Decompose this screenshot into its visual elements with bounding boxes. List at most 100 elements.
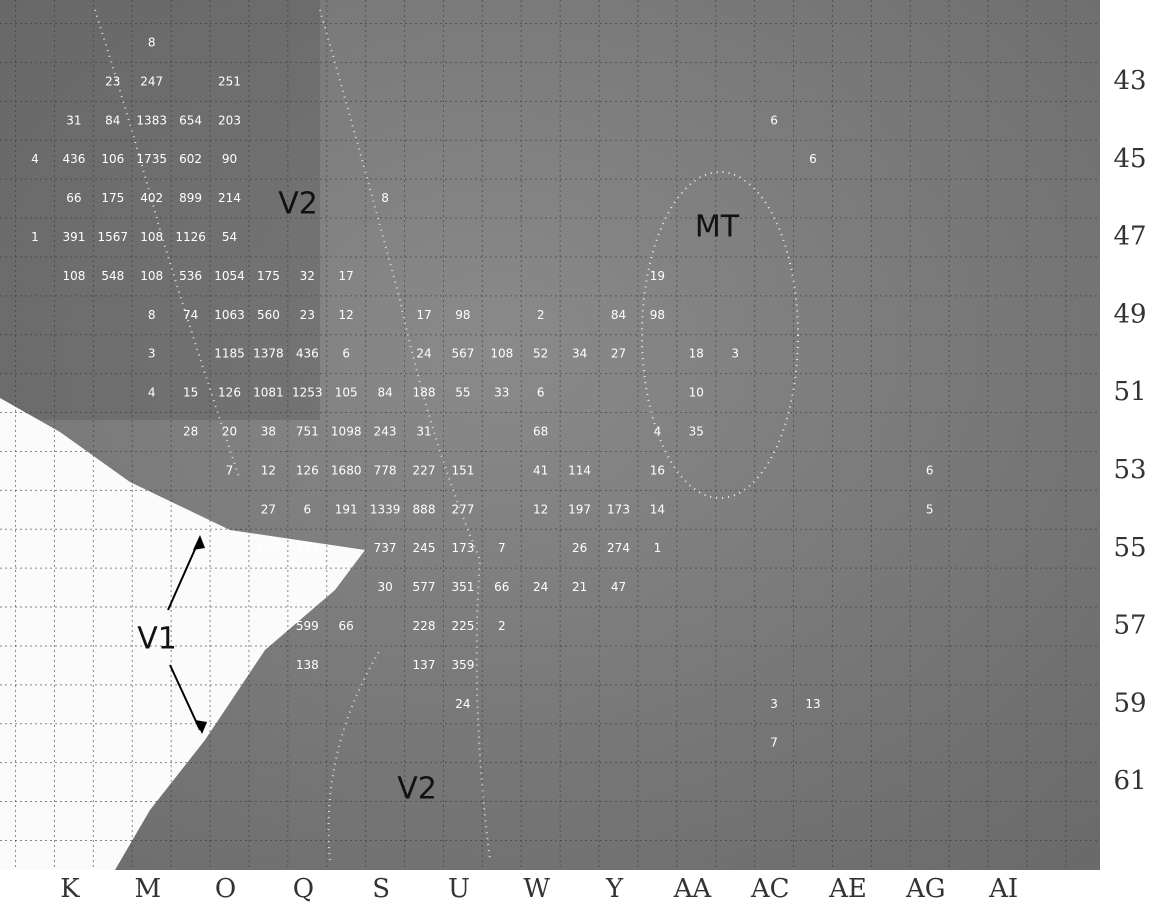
count: 90 <box>222 152 237 166</box>
count: 577 <box>413 580 436 594</box>
count: 66 <box>494 580 509 594</box>
row-label: 59 <box>1113 688 1146 718</box>
count: 108 <box>140 269 163 283</box>
count: 126 <box>296 463 319 477</box>
count: 436 <box>62 152 85 166</box>
count: 12 <box>339 308 354 322</box>
count: 1253 <box>292 386 323 400</box>
count: 54 <box>222 230 237 244</box>
count: 1098 <box>331 425 362 439</box>
row-label: 57 <box>1113 611 1146 641</box>
region-label: V1 <box>137 622 177 657</box>
count: 1339 <box>370 502 401 516</box>
count: 105 <box>257 541 280 555</box>
count: 197 <box>568 502 591 516</box>
count: 359 <box>451 658 474 672</box>
count: 548 <box>101 269 124 283</box>
count: 6 <box>342 347 350 361</box>
count: 106 <box>101 152 124 166</box>
column-label: Y <box>605 874 624 904</box>
count: 66 <box>66 191 81 205</box>
count: 1680 <box>331 463 362 477</box>
count: 31 <box>66 113 81 127</box>
count: 203 <box>218 113 241 127</box>
count: 191 <box>335 502 358 516</box>
count: 654 <box>179 113 202 127</box>
count: 1185 <box>214 347 245 361</box>
count: 137 <box>413 658 436 672</box>
column-label: AC <box>750 874 790 904</box>
count: 41 <box>533 463 548 477</box>
count: 84 <box>611 308 626 322</box>
count: 108 <box>62 269 85 283</box>
count: 4 <box>148 386 156 400</box>
count: 6 <box>809 152 817 166</box>
count: 8 <box>381 191 389 205</box>
row-label: 45 <box>1113 144 1146 174</box>
count: 751 <box>296 425 319 439</box>
count: 351 <box>451 580 474 594</box>
count: 5 <box>926 502 934 516</box>
figure: 8232472513184138365420364436106173560290… <box>0 0 1157 912</box>
count: 38 <box>261 425 276 439</box>
count: 108 <box>490 347 513 361</box>
count: 15 <box>183 386 198 400</box>
count: 8 <box>148 36 156 50</box>
count: 225 <box>451 619 474 633</box>
count: 173 <box>607 502 630 516</box>
count: 18 <box>689 347 704 361</box>
count: 31 <box>416 425 431 439</box>
region-label: V2 <box>278 187 318 222</box>
count: 74 <box>183 308 198 322</box>
column-label: AA <box>673 874 713 904</box>
count: 737 <box>374 541 397 555</box>
count: 2 <box>498 619 506 633</box>
count: 402 <box>140 191 163 205</box>
row-label: 49 <box>1113 299 1146 329</box>
count: 6 <box>770 113 778 127</box>
count: 1063 <box>214 308 245 322</box>
count: 3 <box>148 347 156 361</box>
count: 602 <box>179 152 202 166</box>
count: 23 <box>300 308 315 322</box>
count: 33 <box>494 386 509 400</box>
count: 560 <box>257 308 280 322</box>
count: 24 <box>533 580 548 594</box>
count: 84 <box>377 386 392 400</box>
count: 35 <box>689 425 704 439</box>
count: 6 <box>303 502 311 516</box>
count: 28 <box>183 425 198 439</box>
count: 6 <box>926 463 934 477</box>
column-label: AG <box>905 874 946 904</box>
count: 391 <box>62 230 85 244</box>
count: 778 <box>374 463 397 477</box>
count: 27 <box>611 347 626 361</box>
column-label: S <box>372 874 390 904</box>
count: 68 <box>533 425 548 439</box>
column-label: Q <box>293 874 314 904</box>
count: 30 <box>377 580 392 594</box>
row-label: 53 <box>1113 455 1146 485</box>
count: 1 <box>654 541 662 555</box>
count: 1383 <box>136 113 167 127</box>
count: 26 <box>572 541 587 555</box>
count: 1567 <box>98 230 129 244</box>
column-label: O <box>215 874 236 904</box>
count: 888 <box>413 502 436 516</box>
column-label: M <box>134 874 161 904</box>
count: 188 <box>413 386 436 400</box>
count: 13 <box>805 697 820 711</box>
count: 52 <box>533 347 548 361</box>
count: 599 <box>296 619 319 633</box>
count: 1735 <box>136 152 167 166</box>
column-label: W <box>523 874 550 904</box>
count: 274 <box>607 541 630 555</box>
column-label: AE <box>828 874 867 904</box>
row-label: 47 <box>1113 222 1146 252</box>
count: 247 <box>140 74 163 88</box>
column-label: AI <box>988 874 1018 904</box>
count: 173 <box>451 541 474 555</box>
count: 4 <box>654 425 662 439</box>
region-label: V2 <box>397 772 437 807</box>
count: 536 <box>179 269 202 283</box>
